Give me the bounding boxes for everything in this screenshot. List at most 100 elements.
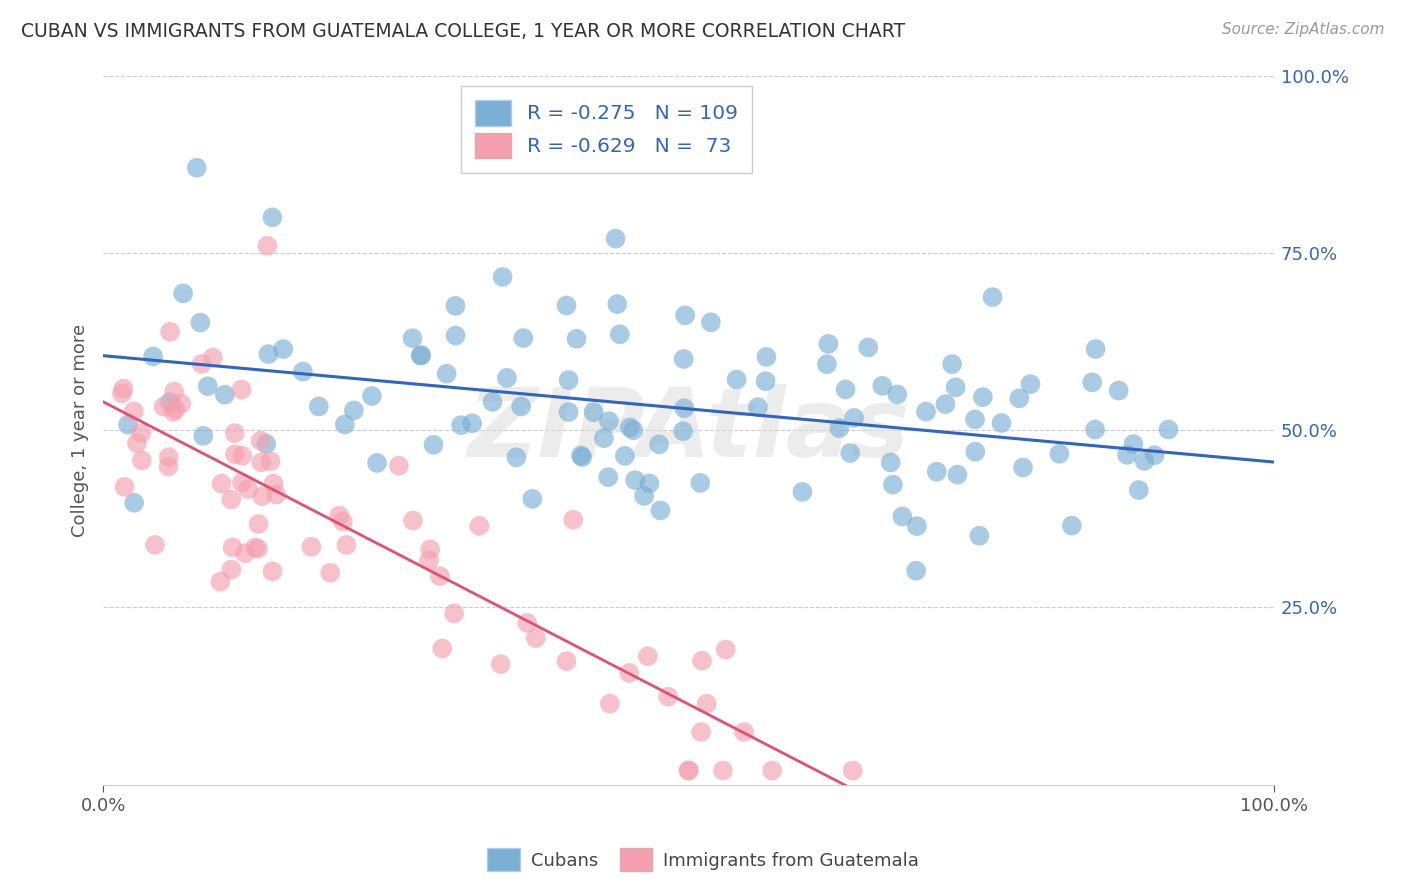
Point	[755, 374, 778, 388]
Point	[461, 417, 484, 431]
Point	[114, 480, 136, 494]
Point	[401, 331, 423, 345]
Point	[673, 308, 696, 322]
Point	[965, 444, 987, 458]
Text: ZIPAtlas: ZIPAtlas	[467, 384, 910, 476]
Point	[598, 470, 620, 484]
Point	[815, 357, 838, 371]
Point	[224, 447, 246, 461]
Point	[963, 412, 986, 426]
Point	[214, 388, 236, 402]
Point	[637, 649, 659, 664]
Point	[650, 503, 672, 517]
Point	[299, 540, 322, 554]
Point	[522, 491, 544, 506]
Point	[491, 269, 513, 284]
Point	[945, 380, 967, 394]
Point	[419, 542, 441, 557]
Point	[224, 426, 246, 441]
Point	[599, 697, 621, 711]
Point	[481, 395, 503, 409]
Point	[221, 562, 243, 576]
Point	[972, 390, 994, 404]
Point	[582, 405, 605, 419]
Point	[188, 316, 211, 330]
Point	[557, 405, 579, 419]
Point	[969, 529, 991, 543]
Point	[1133, 454, 1156, 468]
Point	[711, 764, 734, 778]
Point	[193, 429, 215, 443]
Point	[1060, 518, 1083, 533]
Point	[250, 455, 273, 469]
Point	[266, 487, 288, 501]
Point	[613, 449, 636, 463]
Point	[219, 492, 242, 507]
Point	[209, 574, 232, 589]
Point	[332, 515, 354, 529]
Point	[981, 290, 1004, 304]
Point	[254, 437, 277, 451]
Point	[468, 518, 491, 533]
Point	[231, 449, 253, 463]
Point	[905, 564, 928, 578]
Point	[328, 508, 350, 523]
Point	[593, 431, 616, 445]
Point	[555, 654, 578, 668]
Point	[112, 382, 135, 396]
Point	[236, 482, 259, 496]
Point	[555, 298, 578, 312]
Point	[565, 332, 588, 346]
Point	[159, 325, 181, 339]
Point	[411, 348, 433, 362]
Point	[834, 383, 856, 397]
Point	[211, 476, 233, 491]
Point	[122, 496, 145, 510]
Point	[1116, 448, 1139, 462]
Point	[828, 421, 851, 435]
Point	[436, 367, 458, 381]
Point	[841, 764, 863, 778]
Point	[388, 458, 411, 473]
Point	[1084, 423, 1107, 437]
Point	[657, 690, 679, 704]
Point	[934, 397, 956, 411]
Point	[714, 642, 737, 657]
Point	[259, 454, 281, 468]
Point	[319, 566, 342, 580]
Point	[165, 402, 187, 417]
Text: Source: ZipAtlas.com: Source: ZipAtlas.com	[1222, 22, 1385, 37]
Point	[335, 538, 357, 552]
Point	[496, 371, 519, 385]
Point	[606, 297, 628, 311]
Point	[633, 489, 655, 503]
Point	[1108, 384, 1130, 398]
Point	[190, 357, 212, 371]
Point	[571, 450, 593, 464]
Point	[624, 473, 647, 487]
Point	[891, 509, 914, 524]
Point	[700, 315, 723, 329]
Point	[882, 477, 904, 491]
Point	[1084, 342, 1107, 356]
Point	[201, 351, 224, 365]
Point	[263, 476, 285, 491]
Point	[333, 417, 356, 432]
Point	[1122, 437, 1144, 451]
Point	[432, 641, 454, 656]
Point	[429, 569, 451, 583]
Point	[505, 450, 527, 465]
Point	[915, 404, 938, 418]
Point	[257, 347, 280, 361]
Point	[690, 725, 713, 739]
Point	[450, 418, 472, 433]
Point	[689, 475, 711, 490]
Point	[941, 357, 963, 371]
Point	[197, 379, 219, 393]
Text: CUBAN VS IMMIGRANTS FROM GUATEMALA COLLEGE, 1 YEAR OR MORE CORRELATION CHART: CUBAN VS IMMIGRANTS FROM GUATEMALA COLLE…	[21, 22, 905, 41]
Point	[817, 337, 839, 351]
Point	[562, 513, 585, 527]
Point	[1081, 376, 1104, 390]
Legend: R = -0.275   N = 109, R = -0.629   N =  73: R = -0.275 N = 109, R = -0.629 N = 73	[461, 86, 752, 172]
Point	[879, 455, 901, 469]
